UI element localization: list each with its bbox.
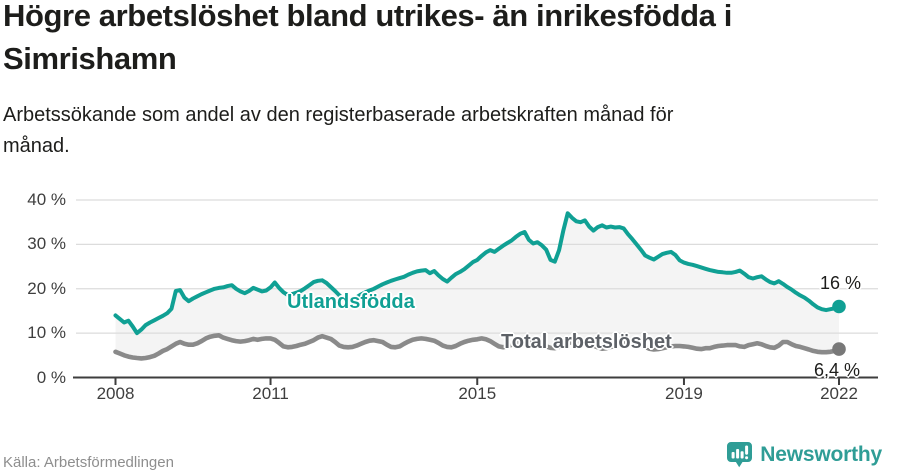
end-dot-total-arbetsloshet — [832, 342, 846, 356]
series-label-utlandsfodda: Utlandsfödda — [287, 291, 415, 313]
y-tick-label-30: 30 % — [27, 234, 66, 254]
area-between-series — [115, 213, 839, 359]
newsworthy-chart-bubble-icon — [727, 442, 753, 468]
y-tick-label-0: 0 % — [36, 367, 66, 387]
series-line-utlandsfodda — [113, 211, 841, 336]
x-axis-tick-marks — [114, 377, 840, 385]
y-tick-label-20: 20 % — [27, 278, 66, 298]
end-dot-utlandsfodda — [832, 299, 846, 314]
source-attribution: Källa: Arbetsförmedlingen — [3, 454, 174, 471]
x-tick-label-2011: 2011 — [252, 384, 289, 403]
x-tick-label-2008: 2008 — [96, 384, 135, 403]
y-tick-label-40: 40 % — [27, 190, 66, 209]
chart-subtitle: Arbetssökande som andel av den registerb… — [3, 104, 674, 157]
end-value-label-total-arbetsloshet: 6,4 % — [814, 360, 861, 380]
x-tick-label-2022: 2022 — [820, 384, 858, 403]
newsworthy-logo[interactable]: Newsworthy — [726, 440, 882, 470]
series-label-total-arbetsloshet: Total arbetslöshet — [501, 331, 672, 353]
x-tick-label-2019: 2019 — [665, 384, 703, 403]
end-value-label-utlandsfodda: 16 % — [820, 273, 862, 293]
x-tick-label-2015: 2015 — [458, 384, 497, 403]
y-tick-label-10: 10 % — [27, 323, 66, 343]
series-line-total-arbetsloshet — [113, 333, 842, 361]
page-title: Högre arbetslöshet bland utrikes- än inr… — [3, 0, 732, 76]
newsworthy-wordmark: Newsworthy — [760, 443, 882, 466]
